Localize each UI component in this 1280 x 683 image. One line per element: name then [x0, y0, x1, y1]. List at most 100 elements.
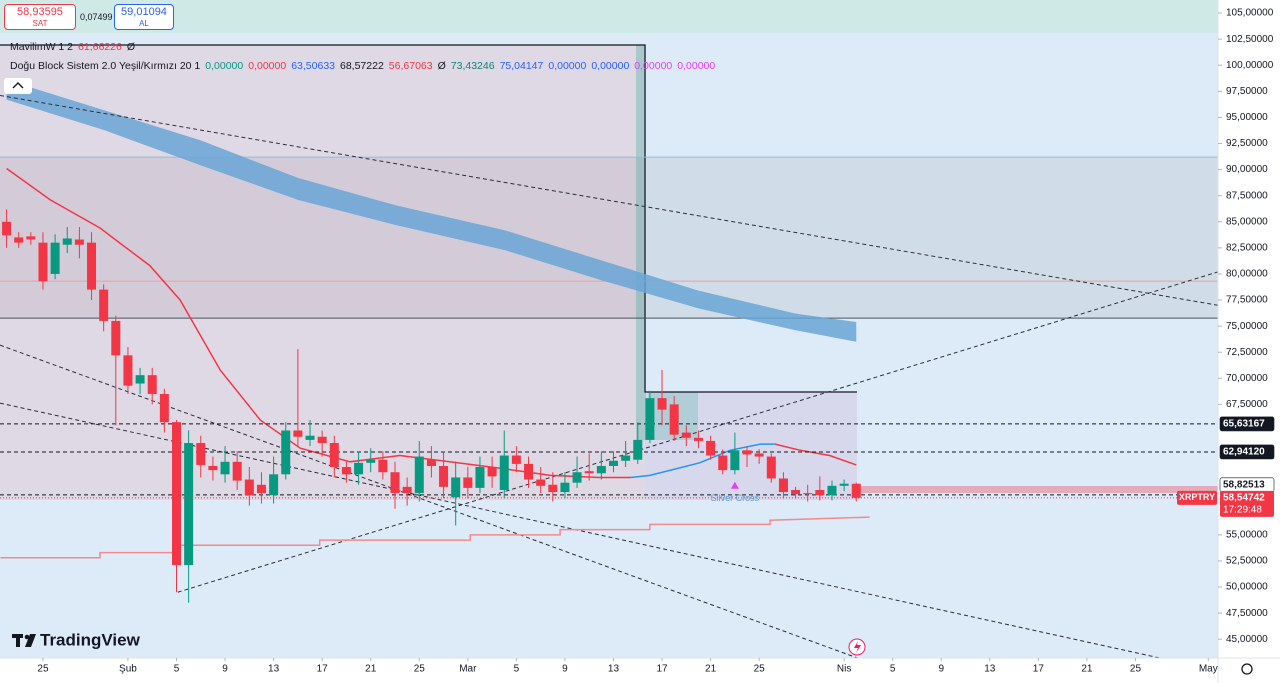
- candle-body: [778, 478, 788, 493]
- legend-row: MavilimW 1 2 61,66226 Ø: [10, 38, 715, 57]
- candle-body: [2, 221, 12, 236]
- candle-body: [87, 242, 97, 290]
- candle-body: [851, 483, 861, 498]
- candle-body: [621, 455, 631, 461]
- price-label-box: [1219, 444, 1275, 460]
- y-tick-label: 72,50000: [1226, 347, 1268, 358]
- candle-body: [147, 375, 157, 394]
- candle-body: [463, 477, 473, 488]
- y-tick-label: 47,50000: [1226, 608, 1268, 619]
- candle-body: [414, 456, 424, 494]
- y-tick-label: 75,00000: [1226, 321, 1268, 332]
- indicator-value: Ø: [126, 41, 135, 53]
- candle-body: [475, 467, 485, 488]
- candle-body: [269, 474, 279, 496]
- y-tick-label: 70,00000: [1226, 373, 1268, 384]
- settings-icon[interactable]: [1241, 663, 1253, 675]
- candle-body: [657, 398, 667, 410]
- y-tick-label: 95,00000: [1226, 112, 1268, 123]
- legend-row: Doğu Block Sistem 2.0 Yeşil/Kırmızı 20 1…: [10, 57, 715, 76]
- candle-body: [839, 483, 849, 486]
- y-tick-label: 92,50000: [1226, 138, 1268, 149]
- candle-body: [730, 450, 740, 471]
- buy-label: AL: [139, 19, 149, 28]
- y-tick-label: 97,50000: [1226, 86, 1268, 97]
- x-tick-label: 25: [414, 664, 426, 675]
- last-price-box: [1220, 490, 1274, 517]
- y-tick-label: 67,50000: [1226, 399, 1268, 410]
- price-label: 62,94120: [1223, 447, 1265, 458]
- indicator-value: 0,00000: [205, 60, 244, 72]
- candle-body: [402, 486, 412, 494]
- x-tick-label: 5: [174, 664, 180, 675]
- y-tick-label: 77,50000: [1226, 295, 1268, 306]
- x-tick-label: 25: [37, 664, 49, 675]
- candle-body: [584, 471, 594, 474]
- x-tick-label: 21: [705, 664, 717, 675]
- indicator-value: 0,00000: [248, 60, 287, 72]
- x-tick-label: 5: [514, 664, 520, 675]
- candle-body: [791, 489, 801, 495]
- y-tick-label: 90,00000: [1226, 164, 1268, 175]
- candle-body: [548, 484, 558, 493]
- x-tick-label: 21: [1081, 664, 1093, 675]
- candle-body: [26, 236, 36, 240]
- zone: [0, 157, 1218, 318]
- candle-body: [62, 238, 72, 245]
- x-tick-label: Mar: [459, 664, 477, 675]
- indicator-title: MavilimW 1 2: [10, 41, 74, 53]
- zone: [636, 45, 646, 440]
- candle-body: [378, 459, 388, 473]
- logo-icon: [12, 634, 36, 647]
- x-tick-label: Nis: [837, 664, 851, 675]
- candle-body: [754, 453, 764, 457]
- candle-body: [827, 485, 837, 496]
- candle-body: [244, 479, 254, 496]
- candle-body: [341, 467, 351, 475]
- candle-body: [135, 375, 145, 384]
- countdown: 17:29:48: [1223, 504, 1262, 515]
- indicator-value: 68,57222: [340, 60, 384, 72]
- chevron: [12, 82, 24, 89]
- x-tick-label: 9: [938, 664, 944, 675]
- x-tick-label: 17: [317, 664, 329, 675]
- y-tick-label: 87,50000: [1226, 190, 1268, 201]
- collapse-button[interactable]: [4, 78, 32, 94]
- bolt: [854, 641, 861, 653]
- y-tick-label: 80,00000: [1226, 269, 1268, 280]
- x-tick-label: 25: [1130, 664, 1142, 675]
- indicator-value: 56,67063: [388, 60, 433, 72]
- candle-body: [572, 472, 582, 483]
- candle-body: [171, 422, 181, 566]
- candle-body: [608, 460, 618, 466]
- price-label: 65,63167: [1223, 419, 1265, 430]
- x-tick-label: 9: [562, 664, 568, 675]
- candle-body: [645, 398, 655, 440]
- x-tick-label: 13: [268, 664, 280, 675]
- candle-body: [560, 482, 570, 493]
- x-tick-label: 13: [608, 664, 620, 675]
- buy-button[interactable]: 59,01094 AL: [114, 4, 174, 30]
- x-tick-label: 9: [222, 664, 228, 675]
- candle-body: [803, 493, 813, 495]
- candle-body: [511, 455, 521, 464]
- y-tick-label: 100,00000: [1226, 60, 1274, 71]
- x-tick-label: 5: [890, 664, 896, 675]
- zone: [0, 0, 1218, 33]
- y-tick-label: 85,00000: [1226, 216, 1268, 227]
- symbol-badge: [1177, 490, 1217, 505]
- ribbon: [6, 79, 857, 342]
- candle-body: [439, 465, 449, 487]
- candle-body: [196, 443, 206, 465]
- indicator-title: Doğu Block Sistem 2.0 Yeşil/Kırmızı 20 1: [10, 60, 201, 72]
- price-label: 58,82513: [1223, 479, 1265, 490]
- y-tick-label: 50,00000: [1226, 582, 1268, 593]
- sell-button[interactable]: 58,93595 SAT: [4, 4, 76, 30]
- x-tick-label: Şub: [119, 664, 137, 675]
- signal-label: Silver Cross: [711, 493, 760, 503]
- sell-price: 58,93595: [17, 6, 63, 18]
- candle-body: [208, 465, 218, 471]
- x-tick-label: 17: [1033, 664, 1045, 675]
- candle-body: [366, 459, 376, 463]
- indicator-value: 61,66226: [78, 41, 122, 53]
